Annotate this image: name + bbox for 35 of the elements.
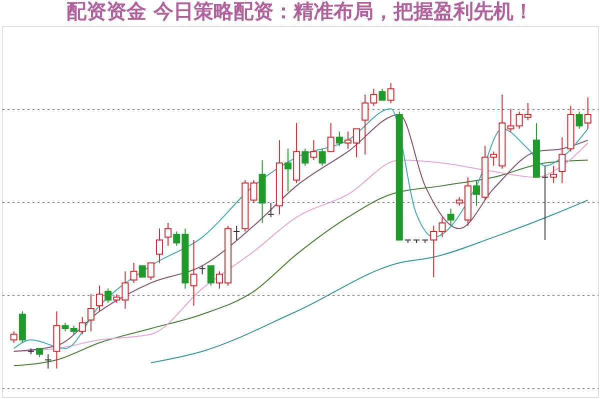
candlestick xyxy=(190,240,198,306)
candlestick xyxy=(96,285,104,312)
candlestick xyxy=(447,208,454,226)
candlestick xyxy=(138,265,146,278)
candlestick xyxy=(267,202,274,218)
candlestick xyxy=(147,262,154,280)
candlestick xyxy=(164,222,172,246)
candlestick xyxy=(550,165,558,184)
candlestick xyxy=(584,96,592,130)
candlestick xyxy=(104,288,112,304)
candlestick xyxy=(87,294,94,332)
candlestick xyxy=(576,111,583,130)
candlestick xyxy=(130,262,138,284)
candlestick xyxy=(318,148,326,166)
candlestick xyxy=(198,265,206,275)
candlestick xyxy=(207,265,214,286)
candlestick xyxy=(472,180,480,206)
candlestick xyxy=(310,140,318,161)
candlestick xyxy=(302,148,309,166)
chart-title: 配资资金 今日策略配资：精准布局，把握盈利先机！ xyxy=(66,0,534,23)
candlestick xyxy=(542,165,549,241)
candlestick xyxy=(387,82,394,104)
candlestick xyxy=(404,240,412,244)
candlestick xyxy=(413,240,420,244)
candlestick xyxy=(233,225,240,241)
candlestick xyxy=(378,88,386,101)
candlestick xyxy=(558,136,566,184)
candlestick xyxy=(284,148,292,192)
candlestick xyxy=(327,122,334,152)
candlestick xyxy=(10,330,18,344)
candlestick xyxy=(422,240,429,244)
candlestick xyxy=(78,316,86,335)
candlestick xyxy=(336,131,343,146)
candlestick xyxy=(44,354,52,369)
candlestick xyxy=(156,228,163,264)
